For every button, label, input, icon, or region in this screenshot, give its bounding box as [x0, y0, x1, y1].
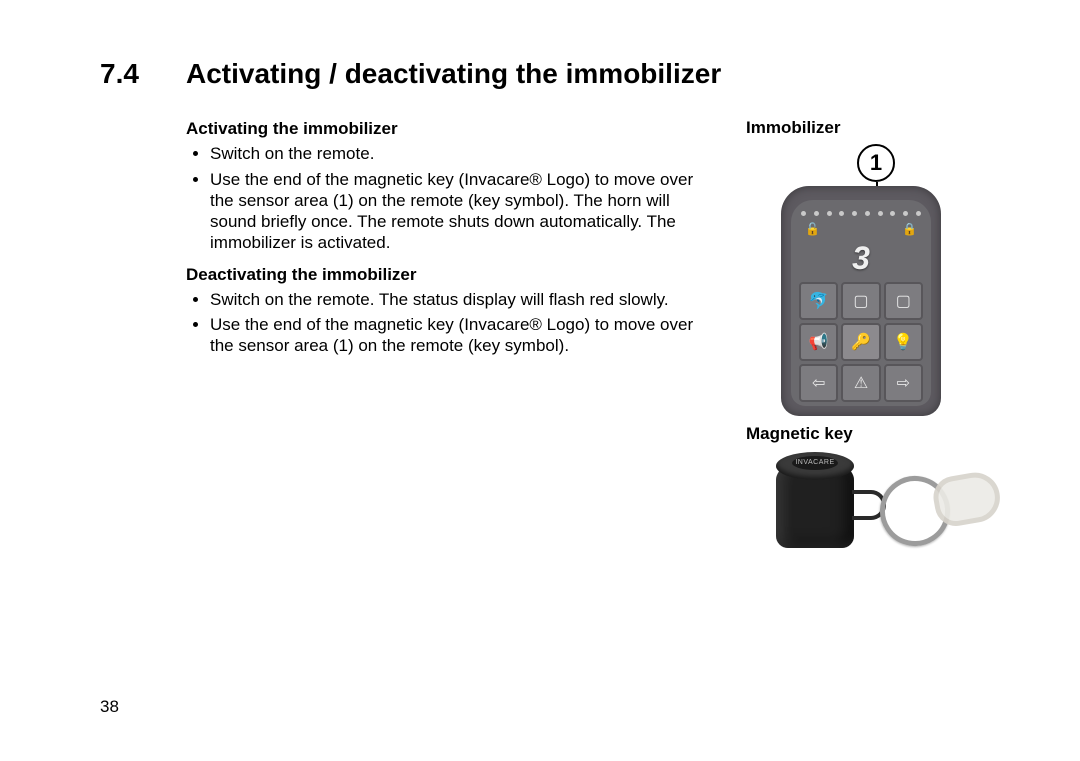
remote-btn-light-icon: 💡	[884, 323, 923, 361]
remote-btn-blank-icon: ▢	[841, 282, 880, 320]
led-dot	[903, 211, 908, 216]
remote-btn-key-icon: 🔑	[841, 323, 880, 361]
remote-btn-horn-icon: 📢	[799, 323, 838, 361]
deactivating-list: Switch on the remote. The status display…	[186, 289, 716, 357]
remote-illustration: 🔓 🔒 3 🐬 ▢ ▢ 📢 🔑 💡 ⇦ ⚠	[781, 186, 941, 416]
magnetic-key-heading: Magnetic key	[746, 424, 1006, 444]
led-dot	[801, 211, 806, 216]
list-item: Use the end of the magnetic key (Invacar…	[210, 314, 716, 357]
unlock-icon: 🔓	[805, 222, 820, 240]
remote-top-icons: 🔓 🔒	[805, 222, 917, 240]
section-title: 7.4Activating / deactivating the immobil…	[100, 58, 1000, 90]
magkey-brand-label: INVACARE	[792, 456, 838, 470]
instructions-column: Activating the immobilizer Switch on the…	[186, 118, 716, 363]
led-dot	[916, 211, 921, 216]
remote-body: 🔓 🔒 3 🐬 ▢ ▢ 📢 🔑 💡 ⇦ ⚠	[781, 186, 941, 416]
led-dot	[890, 211, 895, 216]
list-item: Switch on the remote.	[210, 143, 716, 164]
led-dot	[878, 211, 883, 216]
page-number: 38	[100, 697, 119, 717]
remote-btn-warning-icon: ⚠	[841, 364, 880, 402]
content-columns: Activating the immobilizer Switch on the…	[186, 118, 1000, 565]
remote-btn-blank-icon: ▢	[884, 282, 923, 320]
remote-btn-right-arrow-icon: ⇨	[884, 364, 923, 402]
section-title-text: Activating / deactivating the immobilize…	[186, 58, 721, 89]
lock-icon: 🔒	[902, 222, 917, 240]
remote-btn-left-arrow-icon: ⇦	[799, 364, 838, 402]
remote-figure: 1 🔓 🔒 3 🐬	[746, 144, 976, 416]
figures-column: Immobilizer 1 🔓 🔒	[746, 118, 1006, 565]
led-dot	[814, 211, 819, 216]
immobilizer-heading: Immobilizer	[746, 118, 1006, 138]
remote-btn-profile-icon: 🐬	[799, 282, 838, 320]
carabiner-icon	[930, 469, 1004, 530]
led-dot	[852, 211, 857, 216]
list-item: Switch on the remote. The status display…	[210, 289, 716, 310]
deactivating-heading: Deactivating the immobilizer	[186, 264, 716, 285]
remote-led-row	[801, 208, 921, 218]
callout-badge: 1	[857, 144, 895, 182]
remote-speed-digit: 3	[781, 240, 941, 277]
led-dot	[827, 211, 832, 216]
activating-list: Switch on the remote. Use the end of the…	[186, 143, 716, 253]
list-item: Use the end of the magnetic key (Invacar…	[210, 169, 716, 254]
callout-number: 1	[870, 150, 882, 175]
remote-button-grid: 🐬 ▢ ▢ 📢 🔑 💡 ⇦ ⚠ ⇨	[799, 282, 923, 402]
magnetic-key-figure: INVACARE	[746, 450, 1006, 565]
activating-heading: Activating the immobilizer	[186, 118, 716, 139]
led-dot	[839, 211, 844, 216]
manual-page: 7.4Activating / deactivating the immobil…	[0, 0, 1080, 761]
section-number: 7.4	[100, 58, 186, 90]
led-dot	[865, 211, 870, 216]
